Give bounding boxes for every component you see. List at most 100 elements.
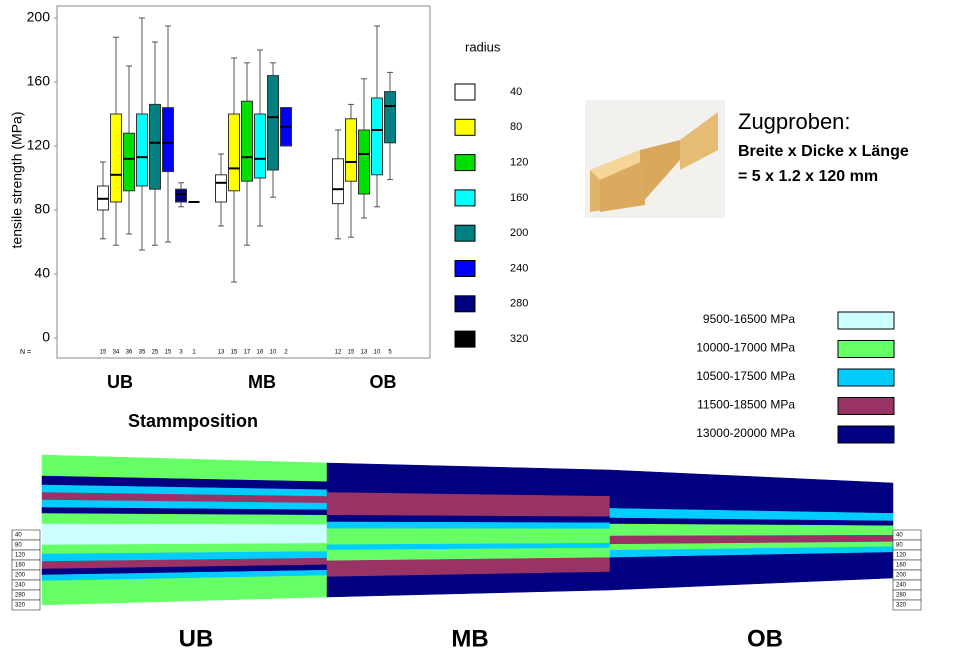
band-label: UB [179,625,214,652]
plot-frame [56,5,431,359]
side-scale-label: 200 [896,573,907,579]
n-count: 2 [284,350,288,356]
box [162,107,174,173]
y-axis-label: tensile strength (MPa) [9,112,25,249]
legend-swatch [454,295,476,313]
legend-label: 80 [510,121,522,133]
y-tick-label: 160 [27,73,51,89]
box [149,103,161,190]
specimen-image [585,100,725,218]
legend-label: 120 [510,157,528,169]
legend-label: 320 [510,333,528,345]
n-count: 13 [361,350,368,356]
y-tick-label: 120 [27,137,51,153]
band-stripe [326,528,611,545]
side-scale-label: 80 [896,543,903,549]
side-scale-label: 240 [15,583,26,589]
y-tick-label: 200 [27,9,51,25]
modulus-label: 13000-20000 MPa [696,426,795,440]
box [136,113,148,187]
side-scale-label: 200 [15,573,26,579]
band-stripe [326,492,611,518]
side-scale-label: 320 [896,603,907,609]
n-count: 10 [270,350,277,356]
n-count: 16 [257,350,264,356]
n-count: 12 [335,350,342,356]
band-stripe [609,552,894,591]
box [267,75,279,171]
legend-swatch [454,154,476,172]
n-count: 34 [113,350,120,356]
legend-label: 40 [510,86,522,98]
specimen-line2: = 5 x 1.2 x 120 mm [738,168,878,185]
modulus-swatch [837,340,895,358]
band-label: MB [451,625,488,652]
band-stripe [609,523,894,537]
band-diagram [41,454,894,606]
modulus-label: 10500-17500 MPa [696,369,795,383]
n-count: 15 [231,350,238,356]
modulus-label: 11500-18500 MPa [697,398,795,412]
side-scale-label: 120 [15,553,26,559]
side-scale-label: 320 [15,603,26,609]
band-stripe [41,513,328,525]
band-stripe [609,469,894,514]
specimen-line1: Breite x Dicke x Länge [738,143,909,160]
n-count: 17 [244,350,251,356]
side-scale-cell [892,599,922,611]
y-tick-label: 40 [34,265,50,281]
legend-swatch [454,330,476,348]
legend-swatch [454,260,476,277]
box [254,113,266,179]
legend-label: 200 [510,227,528,239]
modulus-swatch [837,368,895,387]
group-label: OB [370,372,397,392]
box [123,132,135,192]
y-tick-label: 0 [42,329,50,345]
group-label: UB [107,372,133,392]
side-scale-label: 120 [896,553,907,559]
n-count: 3 [179,350,183,356]
n-count: 10 [374,350,381,356]
specimen-title: Zugproben: [738,109,851,134]
modulus-swatch [837,311,895,330]
box [215,174,227,203]
side-scale-cell [11,599,41,611]
band-stripe [41,575,328,606]
legend-swatch [454,118,476,136]
legend-title: radius [465,39,501,54]
box [345,118,357,182]
side-scale-label: 160 [896,563,907,569]
n-count: 25 [152,350,159,356]
legend-swatch [454,83,476,101]
box [228,113,240,192]
band-stripe [41,523,328,546]
n-count: 15 [165,350,172,356]
box [110,113,122,203]
band-stripe [326,462,611,497]
n-count: 15 [100,350,107,356]
modulus-swatch [837,397,895,415]
y-tick-label: 80 [34,201,50,217]
n-count: 13 [218,350,225,356]
box [332,158,344,205]
n-count: 35 [139,350,146,356]
n-count: 1 [192,350,196,356]
n-label: N = [20,349,31,356]
side-scale-label: 40 [15,533,22,539]
legend-label: 280 [510,298,528,310]
modulus-swatch [837,425,895,444]
n-count: 5 [388,350,392,356]
side-scale-label: 280 [896,593,907,599]
side-scale-label: 40 [896,533,903,539]
modulus-label: 9500-16500 MPa [703,312,795,326]
box [384,91,396,144]
box [358,129,370,195]
side-scale-label: 160 [15,563,26,569]
box [241,100,253,182]
band-stripe [326,515,611,524]
legend-label: 160 [510,192,528,204]
group-label: MB [248,372,276,392]
